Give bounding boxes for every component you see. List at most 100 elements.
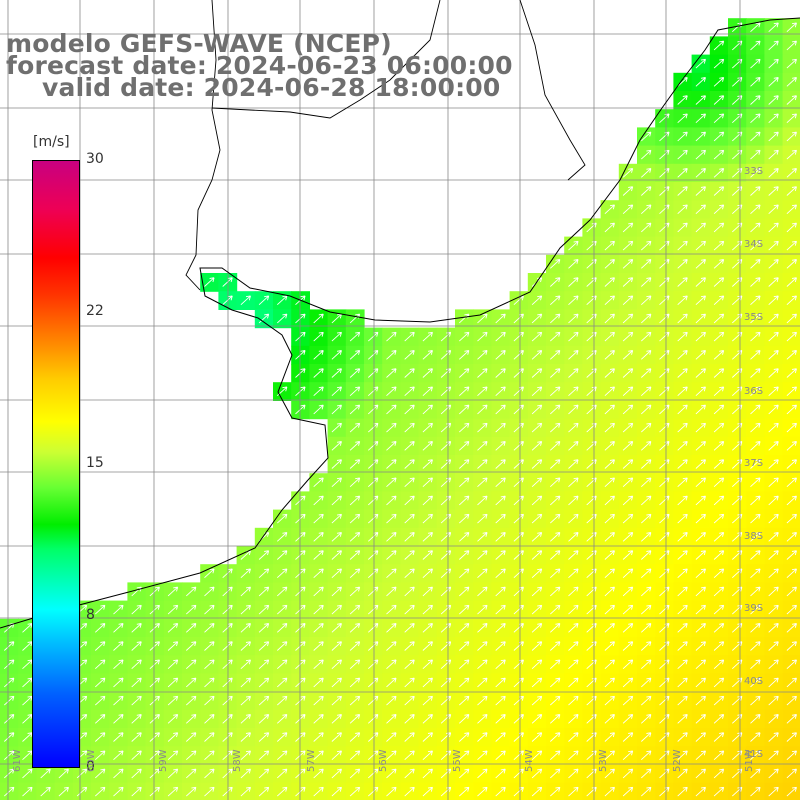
forecast-date: forecast date: 2024-06-23 06:00:00 <box>6 51 513 80</box>
wind-arrow <box>622 532 634 542</box>
wind-arrow <box>349 695 361 706</box>
lat-label: 39S <box>744 603 764 614</box>
wind-arrow <box>386 714 397 724</box>
wind-arrow <box>149 768 160 779</box>
wind-arrow <box>640 350 652 360</box>
wind-arrow <box>568 386 579 397</box>
wind-arrow <box>422 714 433 724</box>
wind-arrow <box>768 786 779 797</box>
wind-arrow <box>677 586 688 597</box>
wind-arrow <box>659 113 670 124</box>
wind-arrow <box>495 513 506 524</box>
wind-arrow <box>622 586 634 597</box>
wind-arrow <box>349 404 361 415</box>
wind-arrow <box>640 313 652 324</box>
wind-arrow <box>659 604 670 615</box>
wind-arrow <box>422 350 433 360</box>
wind-arrow <box>495 350 506 360</box>
wind-arrow <box>440 350 452 360</box>
wind-arrow <box>659 495 670 506</box>
wind-arrow <box>695 313 706 324</box>
wind-arrow <box>458 350 470 360</box>
wind-arrow <box>477 495 488 506</box>
wind-arrow <box>768 295 779 306</box>
wind-arrow <box>422 768 433 779</box>
wind-arrow <box>786 222 797 233</box>
wind-arrow <box>3 677 15 688</box>
wind-arrow <box>386 459 397 469</box>
wind-arrow <box>349 750 361 761</box>
wind-arrow <box>713 386 725 397</box>
wind-arrow <box>568 404 579 415</box>
wind-arrow <box>149 677 160 688</box>
wind-arrow <box>22 677 33 688</box>
wind-arrow <box>258 714 270 724</box>
wind-arrow <box>568 422 579 433</box>
wind-arrow <box>495 768 506 779</box>
wind-arrow <box>677 768 688 779</box>
wind-arrow <box>750 550 761 560</box>
wind-arrow <box>659 659 670 670</box>
wind-arrow <box>695 331 706 342</box>
wind-arrow <box>677 732 688 742</box>
lat-label: 35S <box>744 312 764 323</box>
wind-arrow <box>768 131 779 142</box>
wind-arrow <box>622 641 634 651</box>
wind-arrow <box>477 350 488 360</box>
wind-arrow <box>313 714 324 724</box>
wind-arrow <box>458 331 470 342</box>
wind-arrow <box>404 404 415 415</box>
wind-arrow <box>640 495 652 506</box>
wind-arrow <box>622 240 634 251</box>
wind-arrow <box>477 750 488 761</box>
wind-arrow <box>549 750 561 761</box>
wind-arrow <box>677 313 688 324</box>
wind-arrow <box>659 422 670 433</box>
wind-arrow <box>750 477 761 488</box>
wind-arrow <box>477 677 488 688</box>
wind-arrow <box>440 441 452 451</box>
wind-arrow <box>458 786 470 797</box>
wind-arrow <box>440 368 452 378</box>
wind-arrow <box>640 714 652 724</box>
wind-arrow <box>204 695 215 706</box>
wind-arrow <box>204 786 215 797</box>
wind-arrow <box>440 477 452 488</box>
wind-arrow <box>458 677 470 688</box>
wind-arrow <box>677 695 688 706</box>
wind-arrow <box>622 495 634 506</box>
wind-arrow <box>713 532 725 542</box>
wind-arrow <box>113 677 124 688</box>
wind-arrow <box>240 786 251 797</box>
wind-arrow <box>604 532 615 542</box>
wind-arrow <box>222 568 233 579</box>
wind-arrow <box>404 695 415 706</box>
wind-arrow <box>750 422 761 433</box>
wind-arrow <box>422 750 433 761</box>
wind-arrow <box>750 459 761 469</box>
wind-arrow <box>222 295 233 306</box>
wind-arrow <box>313 641 324 651</box>
wind-arrow <box>640 131 652 142</box>
wind-arrow <box>167 786 179 797</box>
border-line <box>519 0 586 181</box>
wind-arrow <box>604 732 615 742</box>
wind-arrow <box>677 113 688 124</box>
wind-arrow <box>458 532 470 542</box>
wind-arrow <box>531 786 543 797</box>
wind-arrow <box>677 568 688 579</box>
wind-arrow <box>549 732 561 742</box>
wind-arrow <box>695 368 706 378</box>
wind-arrow <box>568 441 579 451</box>
wind-arrow <box>477 441 488 451</box>
wind-arrow <box>750 58 761 69</box>
wind-arrow <box>549 259 561 269</box>
wind-arrow <box>458 404 470 415</box>
wind-arrow <box>640 732 652 742</box>
wind-arrow <box>695 277 706 287</box>
wind-arrow <box>786 277 797 287</box>
lat-label: 37S <box>744 458 764 469</box>
wind-arrow <box>422 586 433 597</box>
wind-arrow <box>568 714 579 724</box>
wind-arrow <box>549 313 561 324</box>
